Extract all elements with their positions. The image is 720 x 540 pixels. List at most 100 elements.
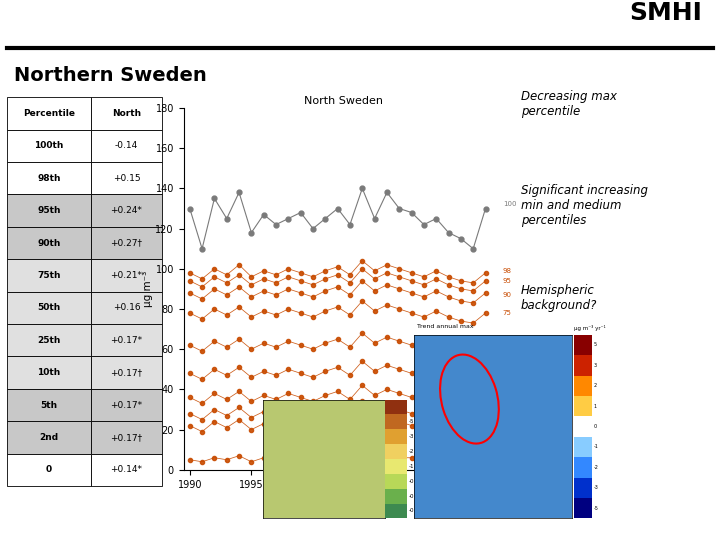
- Text: Significant increasing
min and medium
percentiles: Significant increasing min and medium pe…: [521, 184, 648, 227]
- Text: 90: 90: [503, 292, 512, 298]
- Y-axis label: µg m⁻³: µg m⁻³: [143, 271, 153, 307]
- Text: Hemispheric
background?: Hemispheric background?: [521, 284, 597, 312]
- Bar: [385, 415, 407, 429]
- Text: +0.24*: +0.24*: [110, 206, 143, 215]
- Bar: [574, 335, 592, 355]
- Text: +0.21*: +0.21*: [110, 271, 143, 280]
- Bar: [574, 498, 592, 518]
- Text: 0: 0: [46, 465, 52, 474]
- Bar: [7, 421, 91, 454]
- Bar: [574, 416, 592, 437]
- Title: North Sweden: North Sweden: [305, 96, 383, 106]
- Text: 10th: 10th: [37, 368, 60, 377]
- Bar: [91, 454, 162, 486]
- Text: -1: -1: [593, 444, 598, 449]
- Text: 100th: 100th: [35, 141, 63, 150]
- Text: -5: -5: [409, 420, 415, 424]
- Bar: [385, 400, 407, 415]
- Text: 0: 0: [593, 424, 597, 429]
- Bar: [574, 437, 592, 457]
- Bar: [91, 194, 162, 227]
- Text: +0.17†: +0.17†: [110, 433, 143, 442]
- Text: 10: 10: [503, 393, 512, 399]
- Text: +0.17†: +0.17†: [110, 368, 143, 377]
- Bar: [7, 356, 91, 389]
- Text: 95th: 95th: [37, 206, 60, 215]
- Text: SMHI: SMHI: [629, 2, 702, 25]
- Text: Trend annual max: Trend annual max: [417, 325, 474, 329]
- Text: -0.1: -0.1: [409, 494, 420, 498]
- Text: +0.17*: +0.17*: [110, 336, 143, 345]
- Bar: [7, 454, 91, 486]
- Text: 75: 75: [503, 310, 512, 316]
- Text: +0.14*: +0.14*: [110, 465, 143, 474]
- Bar: [385, 444, 407, 459]
- Text: 0: 0: [503, 455, 508, 461]
- Text: 2: 2: [593, 383, 597, 388]
- Bar: [574, 396, 592, 416]
- Bar: [7, 227, 91, 259]
- Bar: [91, 356, 162, 389]
- Bar: [91, 292, 162, 324]
- Bar: [385, 474, 407, 489]
- Bar: [7, 324, 91, 356]
- Text: µg m⁻³ yr⁻¹: µg m⁻³ yr⁻¹: [574, 325, 606, 331]
- Text: -5: -5: [593, 505, 598, 511]
- Text: +0.16: +0.16: [112, 303, 140, 312]
- Bar: [385, 503, 407, 518]
- Text: 2: 2: [503, 424, 507, 430]
- Text: -1: -1: [409, 464, 415, 469]
- Bar: [385, 459, 407, 474]
- Text: +0.15: +0.15: [112, 174, 140, 183]
- Text: -3: -3: [409, 434, 415, 439]
- Bar: [91, 324, 162, 356]
- Bar: [7, 259, 91, 292]
- Text: -2: -2: [593, 465, 598, 470]
- Bar: [7, 130, 91, 162]
- Text: Decreasing max
percentile: Decreasing max percentile: [521, 90, 617, 118]
- Text: 5th: 5th: [40, 401, 58, 409]
- Text: North: North: [112, 109, 141, 118]
- Text: Percentile: Percentile: [23, 109, 75, 118]
- Bar: [7, 389, 91, 421]
- Bar: [91, 227, 162, 259]
- Text: -0.5: -0.5: [409, 479, 420, 484]
- Text: 95: 95: [503, 278, 512, 284]
- Text: 5: 5: [593, 342, 597, 348]
- Bar: [91, 97, 162, 130]
- Text: -0.14: -0.14: [114, 141, 138, 150]
- Bar: [91, 421, 162, 454]
- Text: 75th: 75th: [37, 271, 60, 280]
- Text: -3: -3: [593, 485, 598, 490]
- X-axis label: Year: Year: [332, 495, 356, 505]
- Bar: [91, 389, 162, 421]
- Bar: [7, 194, 91, 227]
- Text: 50th: 50th: [37, 303, 60, 312]
- Text: 90th: 90th: [37, 239, 60, 247]
- Text: 3: 3: [593, 363, 597, 368]
- Text: Northern Sweden: Northern Sweden: [14, 66, 207, 85]
- Text: 98: 98: [503, 268, 512, 274]
- Bar: [91, 162, 162, 194]
- Bar: [385, 489, 407, 503]
- Bar: [91, 130, 162, 162]
- Text: -0.05: -0.05: [409, 509, 423, 514]
- Bar: [7, 97, 91, 130]
- Text: 5: 5: [503, 410, 507, 416]
- Bar: [7, 292, 91, 324]
- Bar: [574, 477, 592, 498]
- Text: 2nd: 2nd: [40, 433, 58, 442]
- Text: -2: -2: [409, 449, 415, 454]
- Bar: [91, 259, 162, 292]
- Text: +0.17*: +0.17*: [110, 401, 143, 409]
- Text: 25: 25: [503, 370, 511, 376]
- Bar: [574, 376, 592, 396]
- Text: 25th: 25th: [37, 336, 60, 345]
- Text: 1: 1: [593, 404, 597, 409]
- Bar: [7, 162, 91, 194]
- Text: +0.27†: +0.27†: [110, 239, 143, 247]
- Text: 50: 50: [503, 342, 512, 348]
- Bar: [385, 429, 407, 444]
- Text: 98th: 98th: [37, 174, 60, 183]
- Bar: [574, 355, 592, 376]
